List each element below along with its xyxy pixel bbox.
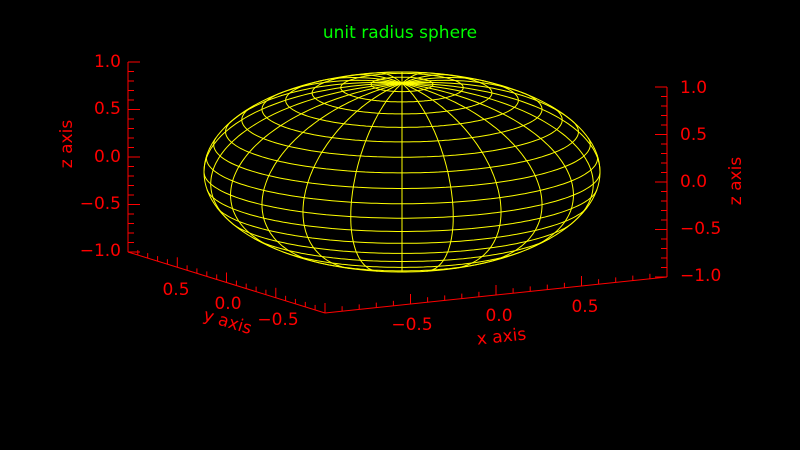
sphere-longitude-line (401, 82, 594, 224)
z-axis-left-title: z axis (57, 120, 77, 169)
z-axis-right: 1.0 0.5 0.0 −0.5 −1.0 z axis (655, 78, 746, 286)
z-left-tick-label: 1.0 (94, 52, 121, 72)
z-left-tick-label: −1.0 (80, 241, 121, 261)
sphere-longitude-line (229, 82, 403, 251)
sphere-wireframe (203, 71, 601, 273)
z-right-tick-label: 0.5 (680, 125, 707, 145)
chart-title: unit radius sphere (323, 23, 477, 43)
z-right-tick-label: 0.0 (680, 172, 707, 192)
sphere-longitude-line (401, 82, 454, 272)
z-left-tick-label: 0.5 (94, 99, 121, 119)
z-axis-left: 1.0 0.5 0.0 −0.5 −1.0 z axis (57, 52, 140, 261)
z-axis-right-title: z axis (726, 157, 746, 206)
z-right-tick-label: −0.5 (680, 219, 721, 239)
sphere-longitude-line (261, 82, 403, 264)
sphere-longitude-line (401, 82, 543, 264)
sphere-longitude-line (402, 82, 601, 173)
x-tick-label: 0.0 (485, 306, 512, 326)
sphere-outline (203, 71, 601, 273)
x-tick-label: 0.5 (571, 297, 598, 317)
sphere-longitude-line (203, 82, 402, 173)
x-axis: −0.5 0.0 0.5 x axis (324, 267, 668, 350)
z-right-tick-label: −1.0 (680, 266, 721, 286)
sphere-longitude-line (229, 82, 403, 124)
sphere-longitude-line (350, 82, 403, 272)
x-tick-label: −0.5 (391, 315, 432, 335)
z-left-tick-label: −0.5 (80, 194, 121, 214)
z-right-tick-label: 1.0 (680, 78, 707, 98)
y-tick-label: 0.5 (162, 280, 189, 300)
sphere-longitude-line (210, 82, 403, 224)
y-tick-label: −0.5 (257, 310, 298, 330)
sphere-longitude-line (401, 82, 575, 251)
z-left-tick-label: 0.0 (94, 147, 121, 167)
sphere-longitude-line (302, 82, 403, 269)
x-axis-title: x axis (476, 324, 527, 349)
sphere-longitude-line (401, 82, 575, 124)
y-tick-label: 0.0 (214, 294, 241, 314)
sphere-longitude-line (401, 82, 502, 269)
